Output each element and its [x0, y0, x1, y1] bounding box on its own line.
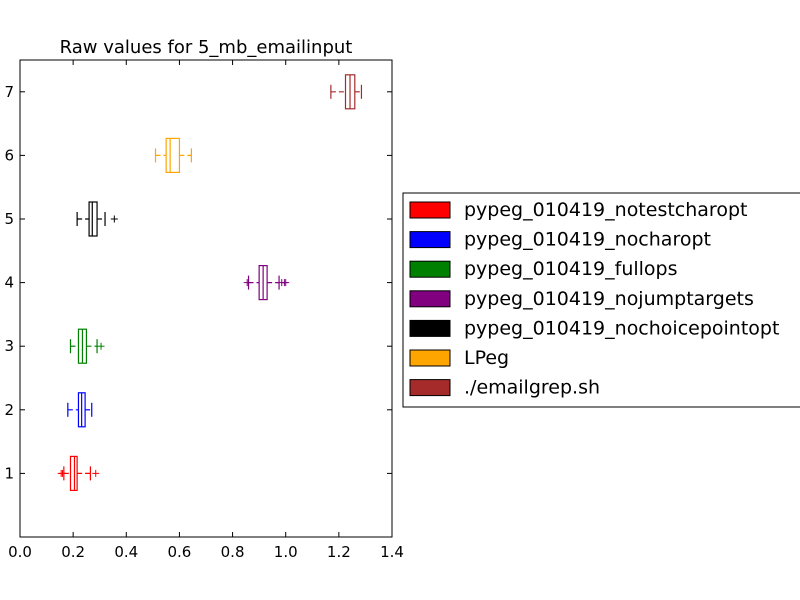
x-tick-label: 0.4	[114, 543, 138, 561]
x-tick-label: 0.0	[8, 543, 32, 561]
x-tick-label: 1.4	[380, 543, 404, 561]
legend-entry: pypeg_010419_nocharopt	[409, 229, 711, 251]
iqr-box	[88, 201, 98, 237]
legend-swatch	[409, 290, 451, 308]
x-tick-label: 1.2	[327, 543, 351, 561]
legend-swatch	[409, 319, 451, 337]
x-tick-label: 0.6	[167, 543, 191, 561]
x-axis: 0.0 0.2 0.4 0.6 0.8 1.0 1.2 1.4	[8, 60, 404, 561]
legend-entry: pypeg_010419_nochoicepointopt	[409, 317, 779, 339]
y-tick-label: 5	[4, 210, 14, 228]
outlier-point	[92, 469, 100, 477]
box-pypeg_010419_nochoicepointopt	[76, 201, 118, 237]
legend-entry: pypeg_010419_notestcharopt	[409, 199, 747, 221]
box-./emailgrep.sh	[330, 74, 363, 110]
legend: pypeg_010419_notestcharopt pypeg_010419_n…	[402, 192, 800, 408]
y-tick-label: 4	[4, 274, 14, 292]
legend-entry: pypeg_010419_fullops	[409, 258, 678, 280]
box-pypeg_010419_nocharopt	[67, 392, 93, 428]
iqr-box	[165, 137, 181, 173]
y-tick-label: 6	[4, 146, 14, 164]
y-tick-label: 3	[4, 337, 14, 355]
legend-frame	[402, 192, 800, 408]
legend-label: pypeg_010419_fullops	[464, 258, 678, 280]
legend-label: LPeg	[464, 347, 509, 369]
iqr-box	[69, 455, 78, 491]
x-tick-label: 1.0	[274, 543, 298, 561]
x-tick-label: 0.8	[221, 543, 245, 561]
legend-swatch	[409, 379, 451, 397]
legend-entry: LPeg	[409, 347, 509, 369]
boxes	[57, 74, 363, 491]
y-axis: 1 2 3 4 5 6 7	[4, 83, 392, 482]
outlier-point	[243, 279, 251, 287]
box-pypeg_010419_fullops	[69, 328, 105, 364]
legend-label: pypeg_010419_nochoicepointopt	[464, 317, 779, 339]
legend-entry: pypeg_010419_nojumptargets	[409, 288, 754, 310]
plot-area	[19, 59, 393, 538]
y-tick-label: 2	[4, 401, 14, 419]
legend-label: pypeg_010419_nocharopt	[464, 229, 711, 251]
legend-label: pypeg_010419_nojumptargets	[464, 288, 754, 310]
legend-entry: ./emailgrep.sh	[409, 377, 600, 399]
legend-swatch	[409, 349, 451, 367]
legend-swatch	[409, 231, 451, 249]
legend-swatch	[409, 260, 451, 278]
outlier-point	[110, 215, 118, 223]
legend-swatch	[409, 201, 451, 219]
y-tick-label: 7	[4, 83, 14, 101]
y-tick-label: 1	[4, 464, 14, 482]
x-tick-label: 0.2	[61, 543, 85, 561]
box-pypeg_010419_notestcharopt	[57, 455, 100, 491]
box-LPeg	[154, 137, 192, 173]
legend-label: ./emailgrep.sh	[464, 377, 600, 399]
box-pypeg_010419_nojumptargets	[243, 265, 290, 301]
outlier-point	[59, 469, 67, 477]
outlier-point	[282, 279, 290, 287]
chart-title: Raw values for 5_mb_emailinput	[60, 37, 353, 58]
legend-label: pypeg_010419_notestcharopt	[464, 199, 747, 221]
outlier-point	[97, 342, 105, 350]
